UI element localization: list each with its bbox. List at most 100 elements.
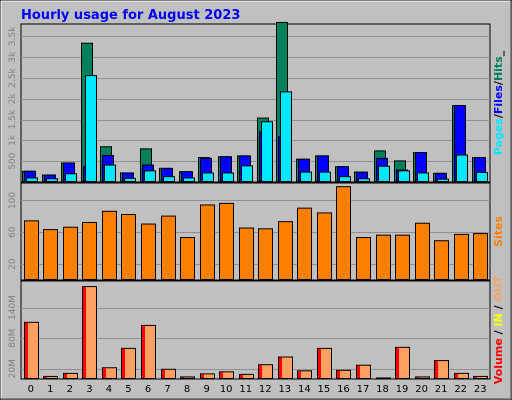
x-tick-label: 6 (145, 384, 151, 395)
pages-bar (437, 178, 449, 183)
legend-entry: / (492, 113, 505, 118)
volume-bar-edge (259, 365, 262, 378)
chart-title: Hourly usage for August 2023 (21, 8, 240, 23)
x-tick-label: 21 (435, 384, 448, 395)
pages-bar (300, 171, 312, 183)
volume-panel: 20M 80M 140M Volume / IN / OUT (8, 275, 505, 384)
volume-bar-edge (240, 374, 243, 378)
x-tick-label: 20 (415, 384, 428, 395)
plot-area (20, 280, 491, 380)
x-tick-label: 9 (203, 384, 209, 395)
sites-panel: 20 60 100 Sites (8, 182, 505, 281)
sites-bar (239, 227, 254, 281)
sites-bar (141, 223, 156, 280)
sites-bar (336, 186, 351, 280)
x-tick-label: 19 (396, 384, 409, 395)
x-tick-label: 0 (28, 384, 34, 395)
x-tick-label: 12 (259, 384, 272, 395)
x-tick-label: 16 (337, 384, 350, 395)
sites-bar (395, 234, 410, 280)
pages-bar (144, 170, 156, 182)
x-tick-label: 11 (239, 384, 252, 395)
pages-bar (163, 176, 175, 182)
sites-bar (473, 233, 488, 280)
sites-bar (180, 237, 195, 280)
legend: Sites (492, 216, 505, 247)
legend-entry: / (492, 327, 505, 339)
volume-bar (415, 376, 430, 379)
x-tick-label: 15 (318, 384, 331, 395)
sites-bar (82, 221, 97, 280)
volume-bar-edge (162, 369, 165, 378)
legend-entry: / (492, 302, 505, 314)
x-tick-label: 17 (357, 384, 370, 395)
volume-bar (102, 367, 117, 379)
sites-bar (356, 237, 371, 280)
volume-bar (473, 375, 488, 379)
y-tick-label: 3k (8, 51, 18, 63)
sites-bar (415, 222, 430, 281)
volume-bar-edge (474, 376, 477, 378)
sites-bar (63, 226, 78, 280)
y-tick-label: 1.5k (8, 109, 18, 129)
volume-bar-edge (122, 348, 125, 378)
x-tick-label: 3 (86, 384, 92, 395)
x-tick-label: 5 (125, 384, 131, 395)
x-tick-label: 14 (298, 384, 311, 395)
legend-entry: Pages (492, 118, 505, 156)
plot-area (20, 23, 491, 183)
volume-bar (180, 376, 195, 379)
volume-bar (336, 369, 351, 379)
pages-bar (65, 173, 77, 182)
panels: 5001k1.5k2k2.5k3k3.5kPages/Files/Hits_20… (8, 21, 505, 384)
volume-bar (63, 372, 78, 379)
pages-bar (358, 178, 370, 182)
y-tick-label: 2k (8, 93, 18, 105)
sites-bar (43, 229, 58, 281)
legend-entry: Sites (492, 216, 505, 247)
volume-bar (219, 371, 234, 379)
pages-bar (241, 165, 253, 183)
x-tick-label: 13 (278, 384, 291, 395)
pages-bar (85, 75, 97, 182)
y-tick-label: 2.5k (8, 68, 18, 88)
pages-bar (261, 121, 273, 182)
x-tick-label: 23 (474, 384, 487, 395)
volume-bar-edge (220, 372, 223, 378)
pages-bar (319, 171, 331, 183)
volume-bar-edge (201, 374, 204, 378)
sites-bar (376, 234, 391, 280)
volume-bar (297, 370, 312, 379)
volume-bar-edge (298, 371, 301, 378)
plot-area (20, 182, 491, 281)
legend-entry: IN (492, 313, 505, 326)
volume-bar (376, 377, 391, 379)
volume-bar-edge (318, 348, 321, 378)
volume-bar-edge (44, 376, 47, 378)
y-tick-label: 20M (8, 359, 18, 378)
x-tick-label: 22 (454, 384, 467, 395)
x-tick-label: 7 (164, 384, 170, 395)
volume-bar-edge (142, 325, 145, 378)
pages-bar (280, 91, 292, 182)
volume-bar (43, 375, 58, 379)
legend-entry: OUT (492, 275, 505, 301)
volume-bar-edge (455, 373, 458, 378)
volume-bar-edge (83, 287, 86, 378)
legend-entry: / (492, 80, 505, 85)
y-tick-label: 140M (8, 295, 18, 320)
sites-bar (102, 210, 117, 280)
volume-bar-edge (435, 361, 438, 378)
sites-bar (454, 233, 469, 280)
volume-bar-edge (396, 347, 399, 378)
x-tick-label: 10 (220, 384, 233, 395)
x-axis: 0 1 2 3 4 5 6 7 8 9 10 11 12 13 14 15 16 17 18 19 20 21 22 23 (28, 384, 487, 395)
x-tick-label: 2 (67, 384, 73, 395)
volume-bar-edge (357, 365, 360, 378)
sites-bar (161, 215, 176, 280)
pages-bar (202, 172, 214, 183)
sites-bar (219, 202, 234, 280)
pages-bar (378, 165, 390, 182)
sites-bar (24, 220, 39, 280)
